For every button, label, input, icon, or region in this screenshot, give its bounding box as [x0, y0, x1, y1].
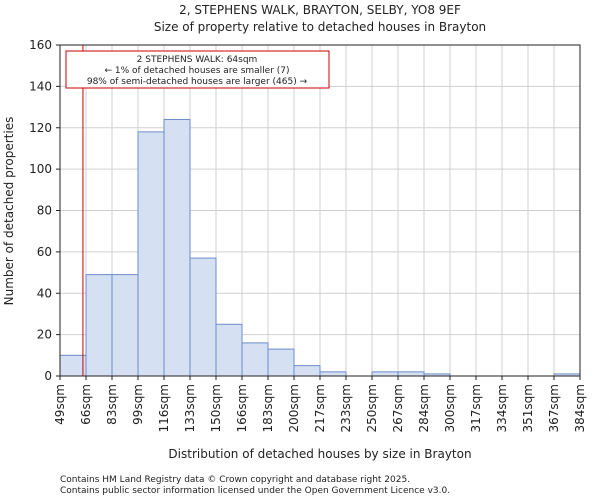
y-tick-label: 160 [29, 38, 52, 52]
x-tick-label: 317sqm [469, 384, 483, 432]
y-axis-ticks: 0 20 40 60 80 100 120 140 160 [29, 38, 60, 383]
bar [59, 354, 87, 377]
x-tick-label: 150sqm [209, 384, 223, 432]
y-axis-label: Number of detached properties [2, 117, 16, 306]
bar [371, 371, 399, 377]
x-tick-label: 83sqm [105, 384, 119, 425]
x-tick-label: 351sqm [521, 384, 535, 432]
x-axis-label: Distribution of detached houses by size … [168, 447, 471, 461]
y-tick-label: 100 [29, 162, 52, 176]
x-tick-label: 217sqm [313, 384, 327, 432]
x-tick-label: 284sqm [417, 384, 431, 432]
bar [111, 274, 139, 377]
x-tick-label: 233sqm [339, 384, 353, 432]
x-tick-label: 300sqm [443, 384, 457, 432]
x-tick-label: 367sqm [547, 384, 561, 432]
x-tick-label: 267sqm [391, 384, 405, 432]
footer-line-1: Contains HM Land Registry data © Crown c… [60, 475, 410, 485]
y-tick-label: 60 [37, 245, 52, 259]
x-tick-label: 66sqm [79, 384, 93, 425]
bar [189, 257, 217, 377]
bar [319, 371, 347, 377]
y-tick-label: 20 [37, 328, 52, 342]
bar [163, 118, 191, 377]
y-tick-label: 40 [37, 286, 52, 300]
x-tick-label: 250sqm [365, 384, 379, 432]
x-axis-ticks: 49sqm 66sqm 83sqm 99sqm 116sqm 133sqm 150sqm 16… [53, 376, 587, 432]
bar [215, 323, 243, 377]
x-tick-label: 334sqm [495, 384, 509, 432]
annotation-line-2: ← 1% of detached houses are smaller (7) [104, 66, 289, 76]
footer-line-2: Contains public sector information licen… [60, 486, 450, 496]
x-tick-label: 384sqm [573, 384, 587, 432]
y-tick-label: 80 [37, 204, 52, 218]
y-tick-label: 0 [44, 369, 52, 383]
bar [397, 371, 425, 377]
bar [241, 342, 269, 377]
chart-subtitle: Size of property relative to detached ho… [154, 20, 486, 34]
annotation-line-3: 98% of semi-detached houses are larger (… [87, 77, 308, 87]
x-tick-label: 183sqm [261, 384, 275, 432]
bar [267, 348, 295, 377]
x-tick-label: 49sqm [53, 384, 67, 425]
x-tick-label: 116sqm [157, 384, 171, 432]
plot-frame [59, 44, 581, 377]
bars [59, 118, 581, 377]
x-tick-label: 200sqm [287, 384, 301, 432]
x-tick-label: 166sqm [235, 384, 249, 432]
bar [137, 131, 165, 377]
x-tick-label: 133sqm [183, 384, 197, 432]
x-tick-label: 99sqm [131, 384, 145, 425]
bar [85, 274, 113, 377]
y-tick-label: 120 [29, 121, 52, 135]
bar [293, 365, 321, 377]
y-tick-label: 140 [29, 79, 52, 93]
chart-title: 2, STEPHENS WALK, BRAYTON, SELBY, YO8 9E… [179, 3, 461, 17]
annotation-box: 2 STEPHENS WALK: 64sqm ← 1% of detached … [65, 50, 330, 89]
annotation-line-1: 2 STEPHENS WALK: 64sqm [137, 55, 258, 65]
